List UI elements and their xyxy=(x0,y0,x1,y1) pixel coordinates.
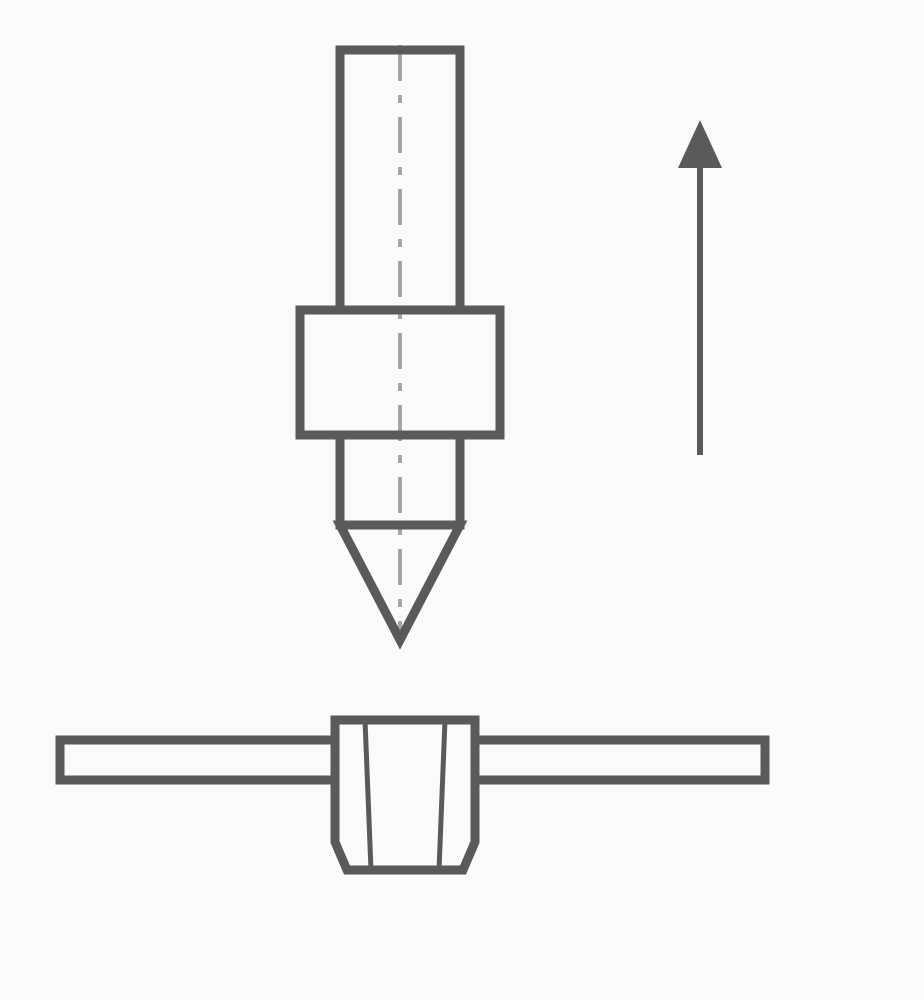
plate-right-arm xyxy=(475,740,765,780)
engineering-diagram xyxy=(0,0,924,1000)
motion-arrow-head xyxy=(678,120,722,168)
bushing-bore-right xyxy=(439,720,445,870)
plate-left-arm xyxy=(60,740,335,780)
bushing-bore-left xyxy=(365,720,371,870)
bushing-block xyxy=(335,720,475,870)
